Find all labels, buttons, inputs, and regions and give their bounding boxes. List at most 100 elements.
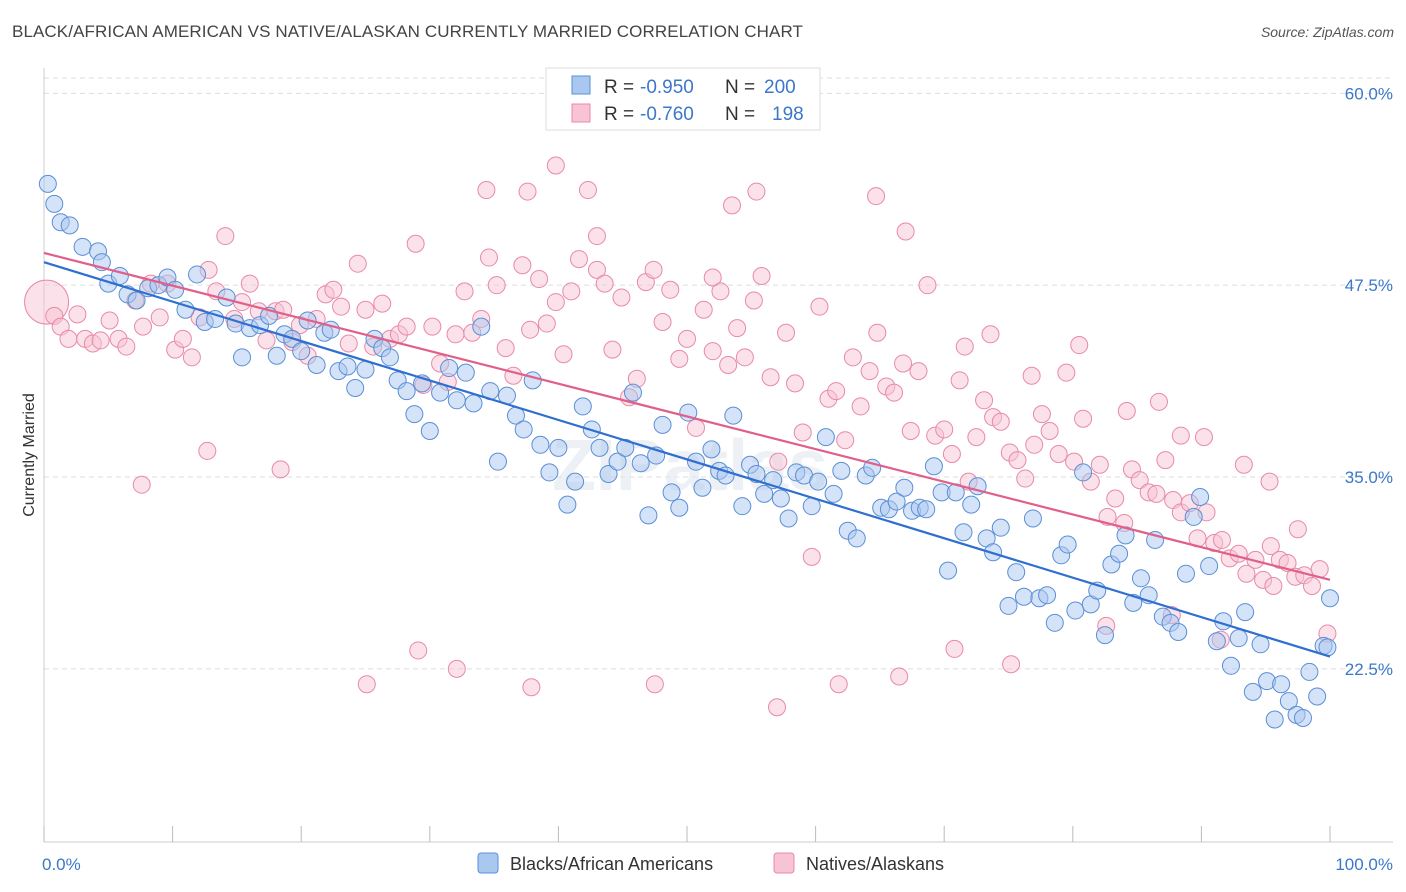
data-point-blacks [206,309,225,328]
chart-title: BLACK/AFRICAN AMERICAN VS NATIVE/ALASKAN… [12,22,804,41]
data-point-blacks [531,435,550,454]
data-point-blacks [431,383,450,402]
data-point-blacks [573,397,592,416]
bottom-legend-label-pink: Natives/Alaskans [806,854,944,874]
data-point-blacks [939,561,958,580]
data-point-natives [867,187,886,206]
y-axis-label: Currently Married [21,393,38,517]
data-point-natives [612,288,631,307]
data-point-blacks [733,497,752,516]
data-point-natives [967,428,986,447]
data-point-natives [1260,472,1279,491]
data-point-blacks [809,472,828,491]
data-point-natives [1234,455,1253,474]
axes [43,68,1393,843]
data-point-natives [703,268,722,287]
data-point-natives [1261,537,1280,556]
legend-swatch-pink [571,103,591,123]
data-point-blacks [847,529,866,548]
data-point-blacks [1321,589,1339,608]
data-point-natives [744,291,763,310]
data-point-blacks [420,421,439,440]
data-point-natives [348,254,367,273]
data-point-blacks [549,438,568,457]
data-point-blacks [1066,601,1085,620]
data-point-natives [487,276,506,295]
data-point-natives [802,547,821,566]
data-point-natives [975,391,994,410]
data-point-blacks [1308,687,1327,706]
data-point-natives [446,325,465,344]
data-point-natives [885,383,904,402]
legend-n-value-1: 200 [764,77,796,98]
data-point-natives [1156,451,1175,470]
data-point-blacks [233,348,252,367]
data-point-natives [479,248,498,267]
data-point-natives [901,421,920,440]
data-point-natives [1264,576,1283,595]
data-point-natives [1090,455,1109,474]
data-point-blacks [1169,623,1188,642]
trend-lines [43,251,1331,658]
data-point-natives [942,445,961,463]
data-point-blacks [1300,662,1319,681]
data-point-blacks [73,237,92,256]
data-point-blacks [954,523,973,542]
data-point-natives [1057,363,1076,382]
legend-r-value-1: -0.950 [640,77,694,98]
data-point-natives [587,260,606,279]
data-point-natives [240,274,259,293]
data-point-blacks [267,346,286,365]
data-point-natives [653,313,672,332]
data-point-natives [68,305,87,324]
data-point-natives [793,423,812,442]
data-point-natives [810,297,829,316]
data-point-blacks [1279,692,1298,711]
data-point-blacks [816,428,835,447]
data-point-natives [694,300,713,319]
data-point-natives [397,317,416,336]
data-point-natives [496,339,515,358]
data-point-blacks [590,438,609,457]
data-point-natives [752,266,771,285]
data-point-blacks [599,464,618,483]
data-point-natives [477,181,496,200]
data-point-blacks [1058,535,1077,554]
data-point-natives [1149,392,1168,411]
data-point-natives [909,362,928,381]
data-point-natives [117,337,136,356]
data-point-blacks [702,440,721,459]
x-tick-label-min: 0.0% [42,855,81,874]
data-point-natives [455,282,474,301]
data-point-blacks [346,379,365,398]
data-point-blacks [176,300,195,319]
data-point-natives [950,371,969,390]
data-point-blacks [653,415,672,434]
data-point-natives [687,418,706,437]
data-point-blacks [380,348,399,367]
data-point-blacks [540,463,559,482]
data-point-blacks [523,371,542,390]
data-point-natives [530,270,549,289]
data-point-natives [1171,426,1190,445]
data-point-natives [406,234,425,253]
data-point-blacks [1007,563,1026,582]
data-point-blacks [488,452,507,471]
data-point-blacks [895,478,914,497]
data-point-blacks [1229,629,1248,648]
data-point-natives [761,368,780,387]
data-point-natives [644,260,663,279]
data-point-blacks [307,355,326,374]
data-point-blacks [1131,569,1150,588]
data-point-blacks [832,461,851,480]
data-point-blacks [405,405,424,424]
data-point-natives [981,325,1000,344]
data-point-natives [1237,564,1256,583]
data-point-blacks [1074,463,1093,482]
data-point-natives [373,294,392,313]
data-point-blacks [724,406,743,425]
data-point-blacks [824,484,843,503]
data-point-natives [645,675,664,694]
data-point-blacks [1293,708,1312,727]
legend-r-label-2: R = [604,104,634,125]
